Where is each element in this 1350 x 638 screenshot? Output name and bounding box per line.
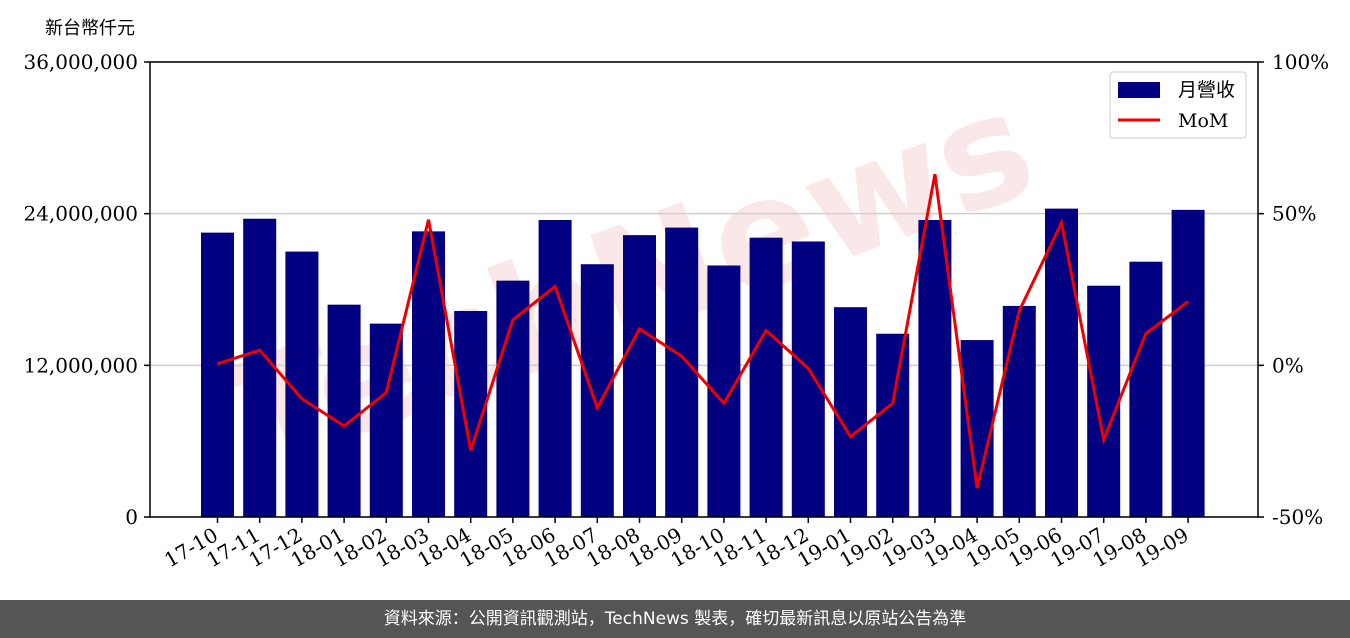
- revenue-bar: [1045, 208, 1078, 517]
- revenue-bar: [1087, 285, 1121, 517]
- y-right-tick-label: 100%: [1272, 50, 1329, 74]
- chart-canvas: TechNews 012,000,00024,000,00036,000,000…: [23, 18, 1329, 572]
- y-right-tick-label: -50%: [1272, 505, 1323, 529]
- mom-line: [217, 173, 1190, 489]
- bar-series: [201, 208, 1205, 518]
- source-footer: 資料來源：公開資訊觀測站，TechNews 製表，確切最新訊息以原站公告為準: [0, 600, 1350, 638]
- revenue-bar: [834, 307, 867, 517]
- revenue-bar: [243, 218, 277, 517]
- y-left-tick-label: 36,000,000: [23, 50, 138, 74]
- y-right-tick-label: 50%: [1272, 202, 1316, 226]
- legend-label-mom: MoM: [1178, 110, 1228, 132]
- y-left-tick-label: 24,000,000: [23, 202, 138, 226]
- revenue-bar: [1171, 209, 1205, 517]
- y-axis-label: 新台幣仟元: [45, 18, 135, 39]
- mom-line-series: [217, 173, 1190, 489]
- revenue-bar: [496, 280, 530, 517]
- revenue-bar: [580, 264, 614, 517]
- revenue-bar: [369, 323, 403, 517]
- revenue-bar: [918, 219, 952, 517]
- legend-label-revenue: 月營收: [1178, 79, 1235, 101]
- plot-frame: [149, 61, 1259, 518]
- revenue-bar: [327, 304, 361, 517]
- revenue-bar: [412, 231, 445, 517]
- revenue-bar: [791, 241, 825, 517]
- y-left-tick-label: 12,000,000: [23, 353, 138, 377]
- revenue-bar: [538, 219, 572, 517]
- revenue-bar: [665, 227, 699, 517]
- revenue-bar: [876, 333, 910, 517]
- revenue-bar: [749, 237, 783, 518]
- y-right-tick-label: 0%: [1272, 353, 1304, 377]
- revenue-bar: [201, 232, 234, 517]
- revenue-bar: [1002, 305, 1036, 517]
- legend-bar-swatch: [1118, 82, 1160, 98]
- y-left-tick-label: 0: [125, 505, 138, 529]
- legend: 月營收 MoM: [1109, 71, 1247, 139]
- revenue-bar: [960, 340, 994, 517]
- revenue-bar: [623, 235, 656, 517]
- revenue-bar: [1129, 261, 1163, 517]
